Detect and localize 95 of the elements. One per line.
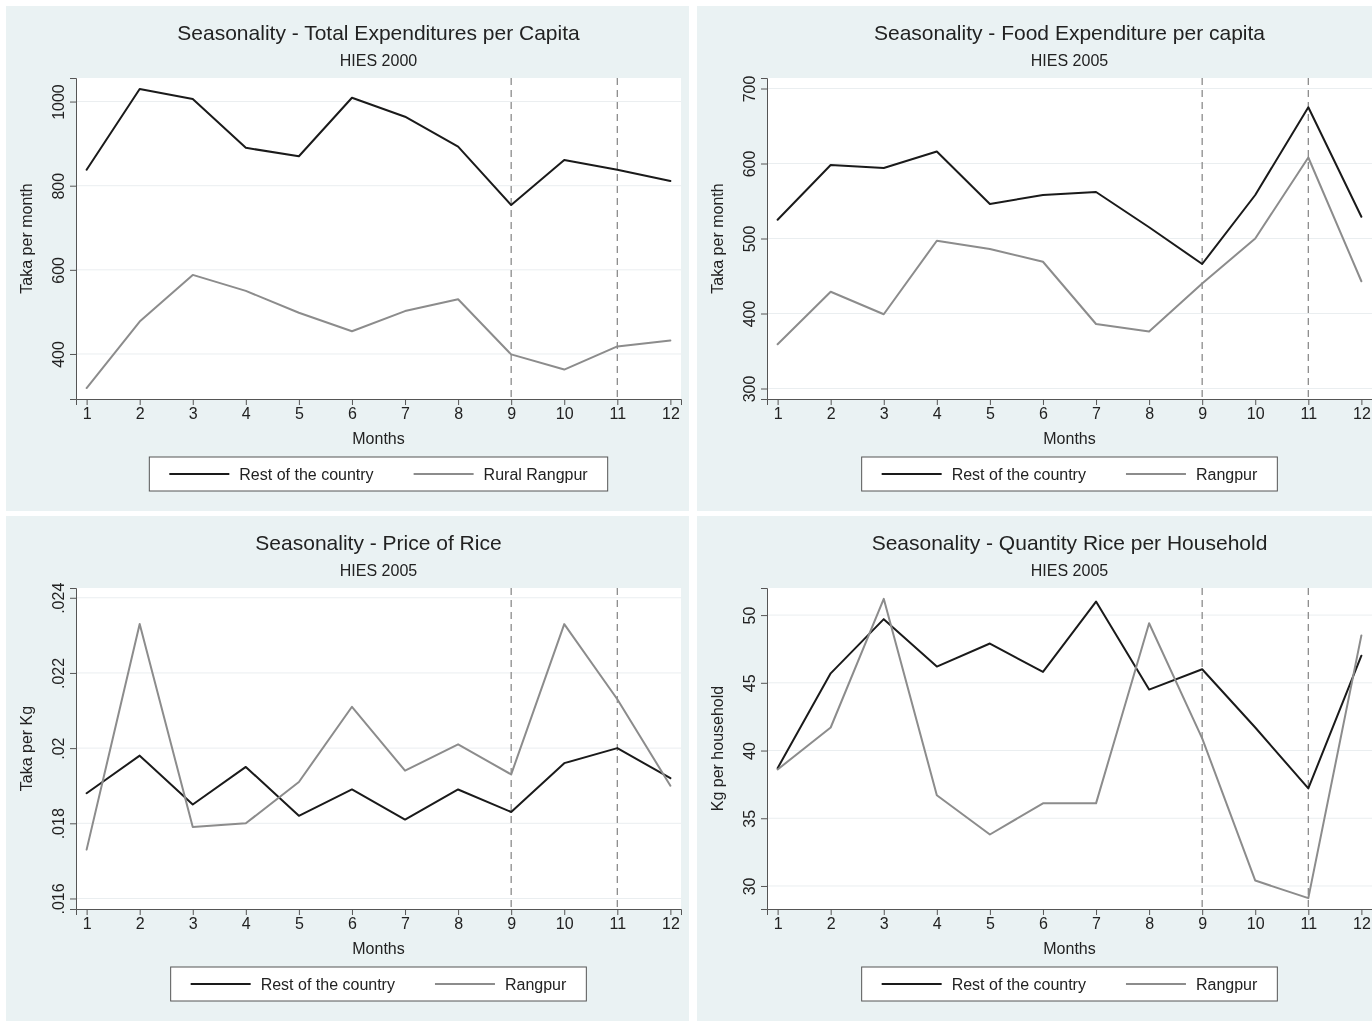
y-tick-label: 300 (740, 375, 758, 403)
legend-label: Rangpur (1195, 466, 1259, 483)
y-tick-label: 400 (49, 341, 67, 368)
y-tick-label: 1000 (49, 84, 67, 120)
y-tick-label: .024 (49, 582, 67, 614)
y-tick-label: 500 (740, 225, 758, 253)
line-series (776, 600, 1363, 790)
x-tick-label: 7 (1092, 405, 1102, 423)
x-tick-label: 2 (826, 915, 836, 933)
x-tick-label: 1 (82, 915, 92, 933)
y-axis-title: Kg per household (709, 685, 726, 812)
x-tick-label: 4 (241, 915, 251, 933)
y-tick-label: 35 (740, 809, 758, 828)
chart-title: Seasonality - Quantity Rice per Household (871, 531, 1268, 554)
chart-subtitle: HIES 2005 (339, 562, 418, 579)
x-tick-label: 12 (661, 405, 680, 423)
x-tick-label: 8 (1145, 915, 1155, 933)
x-axis-title: Months (1043, 430, 1096, 447)
y-tick-label: 700 (740, 75, 758, 103)
x-tick-label: 5 (985, 915, 995, 933)
y-tick-label: .022 (49, 657, 67, 690)
x-tick-label: 9 (1198, 405, 1208, 423)
chart-title: Seasonality - Price of Rice (255, 531, 502, 554)
y-axis-title: Taka per month (18, 183, 35, 294)
legend-label: Rest of the country (951, 466, 1086, 483)
x-tick-label: 6 (348, 915, 358, 933)
x-tick-label: 9 (507, 915, 517, 933)
chart-subtitle: HIES 2005 (1030, 562, 1109, 579)
y-tick-label: 45 (740, 674, 758, 693)
x-tick-label: 4 (932, 915, 942, 933)
x-tick-label: 10 (1246, 405, 1265, 423)
x-tick-label: 10 (555, 405, 574, 423)
y-tick-label: .018 (49, 808, 67, 840)
x-tick-label: 7 (401, 405, 411, 423)
legend-label: Rangpur (504, 976, 568, 993)
y-tick-label: 800 (49, 172, 67, 200)
y-tick-label: 30 (740, 877, 758, 896)
legend-label: Rest of the country (239, 466, 374, 483)
x-tick-label: 1 (82, 405, 92, 423)
x-tick-label: 9 (507, 405, 517, 423)
line-series (776, 106, 1363, 265)
x-tick-label: 11 (1300, 405, 1318, 423)
x-tick-label: 4 (932, 405, 942, 423)
x-axis-title: Months (352, 940, 405, 957)
line-series (85, 747, 672, 821)
x-tick-label: 6 (1039, 915, 1049, 933)
x-tick-label: 2 (135, 405, 145, 423)
x-tick-label: 3 (879, 405, 889, 423)
y-tick-label: .016 (49, 883, 67, 915)
legend-label: Rangpur (1195, 976, 1259, 993)
x-tick-label: 7 (401, 915, 411, 933)
chart-title: Seasonality - Food Expenditure per capita (873, 21, 1266, 44)
line-series (85, 87, 672, 207)
x-tick-label: 4 (241, 405, 251, 423)
x-tick-label: 5 (294, 405, 304, 423)
y-tick-label: 50 (740, 606, 758, 625)
chart-subtitle: HIES 2005 (1030, 52, 1109, 69)
x-tick-label: 7 (1092, 915, 1102, 933)
x-tick-label: 11 (609, 915, 627, 933)
x-tick-label: 2 (826, 405, 836, 423)
x-tick-label: 12 (661, 915, 680, 933)
chart-subtitle: HIES 2000 (339, 52, 418, 69)
y-tick-label: 600 (49, 256, 67, 284)
x-tick-label: 3 (188, 915, 198, 933)
x-axis-title: Months (1043, 940, 1096, 957)
legend-label: Rural Rangpur (483, 466, 589, 483)
y-tick-label: 600 (740, 150, 758, 178)
x-tick-label: 11 (1300, 915, 1318, 933)
x-tick-label: 8 (454, 405, 464, 423)
x-tick-label: 10 (555, 915, 574, 933)
x-tick-label: 12 (1352, 405, 1371, 423)
x-tick-label: 9 (1198, 915, 1208, 933)
x-tick-label: 5 (985, 405, 995, 423)
x-tick-label: 10 (1246, 915, 1265, 933)
y-axis-title: Taka per month (709, 183, 726, 294)
x-tick-label: 3 (188, 405, 198, 423)
x-tick-label: 1 (773, 915, 783, 933)
x-tick-label: 8 (1145, 405, 1155, 423)
y-tick-label: .02 (49, 737, 67, 760)
chart-title: Seasonality - Total Expenditures per Capita (177, 21, 580, 44)
x-tick-label: 8 (454, 915, 464, 933)
x-tick-label: 2 (135, 915, 145, 933)
y-tick-label: 400 (740, 300, 758, 328)
x-tick-label: 6 (348, 405, 358, 423)
y-axis-title: Taka per Kg (18, 705, 35, 792)
x-tick-label: 11 (609, 405, 627, 423)
x-tick-label: 5 (294, 915, 304, 933)
legend-label: Rest of the country (260, 976, 395, 993)
x-tick-label: 3 (879, 915, 889, 933)
y-tick-label: 40 (740, 742, 758, 760)
legend-label: Rest of the country (951, 976, 1086, 993)
x-tick-label: 1 (773, 405, 783, 423)
x-tick-label: 12 (1352, 915, 1371, 933)
x-tick-label: 6 (1039, 405, 1049, 423)
x-axis-title: Months (352, 430, 405, 447)
